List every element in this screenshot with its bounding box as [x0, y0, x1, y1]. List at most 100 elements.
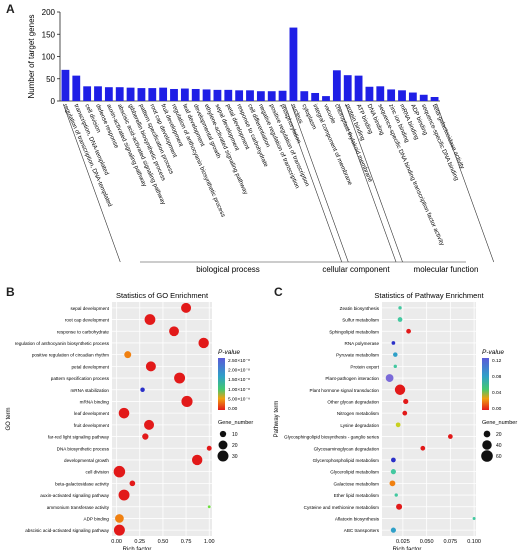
x-axis-title: Rich factor — [393, 547, 422, 550]
data-point — [181, 395, 193, 408]
y-tick-label: DNA biosynthetic process — [57, 446, 110, 451]
size-legend-title: Gene_number — [218, 420, 253, 426]
data-point — [113, 465, 126, 478]
y-tick-label: response to carbohydrate — [57, 329, 110, 334]
color-legend-bar — [482, 358, 489, 410]
data-point — [144, 419, 155, 430]
y-tick-label: 50 — [46, 75, 55, 84]
x-tick-label: 1.00 — [204, 539, 215, 545]
y-tick-label: Plant hormone signal transduction — [310, 388, 380, 393]
bar — [408, 92, 417, 101]
data-point — [115, 514, 124, 523]
data-point — [142, 433, 149, 440]
bar — [300, 91, 309, 101]
color-legend-label: 0.04 — [492, 390, 502, 396]
data-point — [396, 503, 403, 510]
data-point — [406, 328, 411, 334]
panel-label-c: C — [274, 285, 283, 299]
data-point — [402, 410, 408, 416]
y-tick-label: pattern specification process — [51, 376, 110, 381]
bar — [235, 90, 244, 101]
plot-background — [112, 302, 212, 536]
color-legend-label: 0.12 — [492, 358, 502, 364]
bar — [354, 75, 363, 101]
bar — [398, 90, 406, 101]
color-legend-title: P-value — [218, 349, 240, 356]
bar — [83, 86, 92, 101]
y-tick-label: regulation of anthocyanin biosynthetic p… — [15, 341, 110, 346]
go-bar-chart: 0 50 100 150 200 Number of target genes regula… — [27, 8, 495, 274]
chart-title: Statistics of Pathway Enrichment — [374, 291, 484, 300]
size-legend-dot — [219, 430, 227, 438]
data-point — [395, 422, 401, 428]
chart-title: Statistics of GO Enrichment — [116, 291, 209, 300]
size-legend-dot — [481, 450, 493, 462]
group-label: molecular function — [414, 265, 479, 274]
size-legend-label: 20 — [496, 432, 502, 438]
bar — [159, 87, 168, 101]
data-point — [394, 493, 398, 497]
data-point — [397, 317, 403, 322]
data-point — [393, 352, 398, 357]
size-legend-label: 10 — [232, 432, 238, 438]
data-point — [191, 454, 203, 466]
group-bracket-left — [62, 103, 121, 263]
data-point — [113, 524, 125, 536]
data-point — [393, 364, 397, 369]
bar — [246, 90, 254, 101]
data-point — [391, 341, 396, 345]
y-tick-label: Galactose metabolism — [334, 481, 380, 486]
x-tick-label: 0.75 — [181, 539, 192, 545]
group-bracket-right — [436, 103, 495, 263]
y-tick-label: fruit development — [74, 423, 110, 428]
size-legend-label: 40 — [496, 443, 502, 449]
bar — [311, 92, 320, 101]
data-point — [391, 457, 396, 463]
data-point — [394, 384, 406, 395]
bar — [115, 87, 124, 101]
bar — [419, 94, 428, 101]
y-tick-label: root cap development — [65, 318, 110, 323]
y-tick-label: abscisic acid-activated signaling pathwa… — [25, 528, 109, 533]
data-point — [389, 480, 396, 487]
data-point — [206, 445, 212, 451]
size-legend-dot — [218, 440, 228, 450]
data-point — [169, 326, 179, 337]
bar — [224, 89, 233, 101]
data-point — [118, 489, 130, 501]
data-point — [420, 445, 426, 451]
bar — [256, 91, 265, 101]
panel-label-b: B — [6, 285, 15, 299]
y-tick-label: Ether lipid metabolism — [334, 493, 379, 498]
x-tick-label: 0.100 — [467, 539, 481, 545]
y-tick-label: Other glycan degradation — [327, 399, 379, 404]
y-tick-label: leaf development — [74, 411, 110, 416]
bar — [343, 75, 352, 101]
data-point — [403, 398, 409, 405]
y-tick-label: 100 — [42, 53, 56, 62]
data-point — [145, 361, 156, 372]
bar — [376, 86, 385, 101]
x-axis-title: Rich factor — [123, 547, 152, 550]
plot-background — [382, 302, 476, 536]
size-legend-dot — [482, 440, 492, 450]
color-legend-label: 0.00 — [492, 406, 502, 412]
y-tick-label: ABC transporters — [344, 528, 380, 533]
pathway-enrichment-scatter: Statistics of Pathway Enrichment Zeatin b… — [274, 291, 517, 550]
bar — [180, 88, 189, 101]
bar — [267, 91, 276, 101]
data-point — [144, 314, 156, 325]
data-point — [174, 372, 186, 384]
bar — [191, 88, 200, 101]
data-point — [390, 469, 396, 475]
group-bracket-right — [338, 103, 397, 263]
x-tick-label: 0.050 — [420, 539, 434, 545]
size-legend-title: Gene_number — [482, 420, 517, 426]
color-legend-bar — [218, 358, 225, 410]
y-tick-label: Sphingolipid metabolism — [329, 329, 379, 334]
x-tick-label: 0.50 — [158, 539, 169, 545]
y-tick-label: Lysine degradation — [340, 423, 379, 428]
bar — [94, 86, 102, 101]
y-tick-label: mRNA binding — [80, 399, 110, 404]
y-tick-label: Cysteine and methionine metabolism — [304, 505, 379, 510]
